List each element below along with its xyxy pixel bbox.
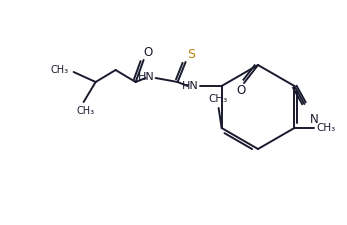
Text: HN: HN (182, 81, 199, 91)
Text: O: O (143, 45, 152, 58)
Text: O: O (236, 85, 246, 97)
Text: HN: HN (138, 72, 155, 82)
Text: S: S (187, 47, 195, 61)
Text: CH₃: CH₃ (77, 106, 95, 116)
Text: CH₃: CH₃ (208, 94, 227, 104)
Text: N: N (310, 113, 319, 126)
Text: CH₃: CH₃ (317, 123, 336, 133)
Text: CH₃: CH₃ (51, 65, 69, 75)
